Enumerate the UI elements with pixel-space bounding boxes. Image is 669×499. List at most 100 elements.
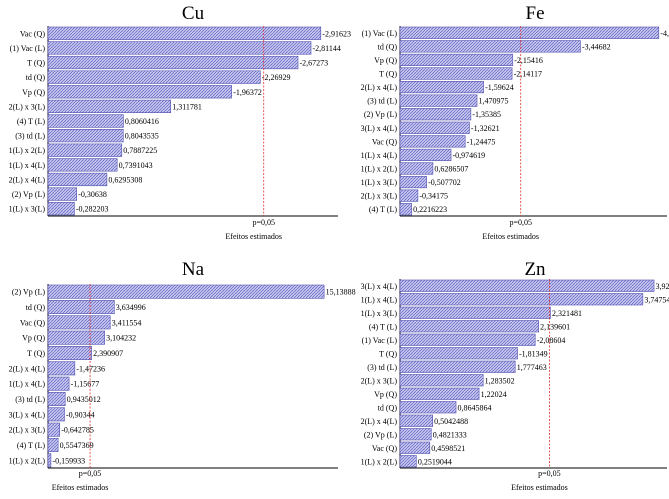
data-label: 0,6286507 <box>434 165 468 174</box>
data-label: -0,974619 <box>453 151 486 160</box>
data-label: 0,9435012 <box>67 395 101 404</box>
data-label: -1,47236 <box>76 364 105 373</box>
x-axis-label: Efeitos estimados <box>511 483 568 492</box>
threshold-label: p=0,05 <box>509 218 532 227</box>
category-label: 1(L) x 3(L) <box>9 205 46 214</box>
data-label: -3,44682 <box>582 42 611 51</box>
bar <box>399 401 457 414</box>
data-label: -1,96372 <box>233 88 262 97</box>
data-label: -1,35385 <box>472 110 501 119</box>
bar <box>399 203 412 216</box>
chart-title: Na <box>181 259 205 280</box>
category-label: Vp (Q) <box>22 88 45 97</box>
category-label: Vac (Q) <box>20 29 45 38</box>
bar <box>47 143 123 157</box>
bar <box>399 293 644 306</box>
bar <box>47 284 325 299</box>
bar <box>47 361 76 376</box>
data-label: -2,08604 <box>537 336 566 345</box>
data-label: 3,104232 <box>106 334 136 343</box>
data-label: -2,14117 <box>514 70 542 79</box>
category-label: 2(L) x 3(L) <box>361 376 398 385</box>
bar <box>399 374 484 387</box>
chart-title: Zn <box>524 259 546 280</box>
data-label: -1,24475 <box>467 137 496 146</box>
data-label: -2,81144 <box>313 44 341 53</box>
category-label: 2(L) x 4(L) <box>361 417 398 426</box>
bar <box>399 148 452 162</box>
data-label: 0,5042488 <box>434 417 468 426</box>
bar <box>47 114 124 128</box>
data-label: -1,59624 <box>485 83 514 92</box>
bar <box>47 70 261 84</box>
data-label: 3,920249 <box>656 282 669 291</box>
category-label: 1(L) x 4(L) <box>9 161 46 170</box>
data-label: 0,8043535 <box>125 132 159 141</box>
bar <box>47 438 59 452</box>
bar <box>399 121 470 134</box>
bar <box>399 53 514 67</box>
bar <box>399 441 431 454</box>
category-label: (3) td (L) <box>367 363 397 372</box>
threshold-label: p=0,05 <box>252 218 275 227</box>
category-label: (2) Vp (L) <box>12 190 46 199</box>
data-label: -0,90344 <box>66 410 95 419</box>
bar <box>399 26 660 39</box>
data-label: 0,2519044 <box>418 457 452 466</box>
data-label: -2,91623 <box>322 29 351 38</box>
data-label: -2,26929 <box>262 73 291 82</box>
bar <box>47 172 108 187</box>
category-label: td (Q) <box>26 303 46 312</box>
bar <box>47 407 65 422</box>
bar <box>399 40 581 53</box>
category-label: 1(L) x 4(L) <box>361 151 398 160</box>
bar <box>399 455 417 468</box>
data-label: 3,634996 <box>116 303 146 312</box>
bar <box>47 346 92 360</box>
bar <box>47 158 118 172</box>
category-label: (4) T (L) <box>17 441 45 450</box>
data-label: -1,81349 <box>519 349 548 358</box>
data-label: -0,30638 <box>78 190 107 199</box>
category-label: Vp (Q) <box>22 334 45 343</box>
chart-title: Fe <box>525 3 545 24</box>
bar <box>47 376 70 391</box>
data-label: 0,6295308 <box>108 175 142 184</box>
data-label: 1,777463 <box>517 363 547 372</box>
bar <box>399 387 480 400</box>
category-label: Vac (Q) <box>372 137 397 146</box>
bar <box>399 162 434 175</box>
data-label: -0,282203 <box>76 205 109 214</box>
data-label: 3,747546 <box>644 295 669 304</box>
category-label: T (Q) <box>379 349 397 358</box>
data-label: -1,15677 <box>71 380 100 389</box>
bar <box>47 330 105 345</box>
category-label: (4) T (L) <box>17 117 45 126</box>
data-label: -2,67273 <box>300 59 329 68</box>
bar <box>47 422 61 437</box>
chart-fe: Fe (1) Vac (L) -4,9434 td (Q) -3,44682 Vp (Q… <box>335 0 669 250</box>
category-label: 1(L) x 2(L) <box>9 146 46 155</box>
data-label: 1,470975 <box>479 97 509 106</box>
category-label: 2(L) x 3(L) <box>9 102 46 111</box>
data-label: -2,15416 <box>514 56 543 65</box>
data-label: 1,283502 <box>485 376 515 385</box>
category-label: (3) td (L) <box>15 395 45 404</box>
category-label: Vp (Q) <box>374 390 397 399</box>
category-label: 2(L) x 4(L) <box>9 175 46 184</box>
bar <box>47 85 233 99</box>
x-axis-label: Efeitos estimados <box>225 232 282 241</box>
bar <box>47 300 115 314</box>
bar <box>399 320 539 333</box>
data-label: 0,5547369 <box>60 441 94 450</box>
x-axis-label: Efeitos estimados <box>52 483 109 492</box>
bar <box>399 333 536 346</box>
category-label: 3(L) x 4(L) <box>361 282 398 291</box>
category-label: T (Q) <box>379 70 397 79</box>
bar <box>47 315 111 330</box>
category-label: (4) T (L) <box>369 322 397 331</box>
bar <box>47 202 75 216</box>
data-label: 15,13888 <box>326 288 356 297</box>
data-label: 0,2216223 <box>413 205 447 214</box>
threshold-label: p=0,05 <box>538 469 561 478</box>
